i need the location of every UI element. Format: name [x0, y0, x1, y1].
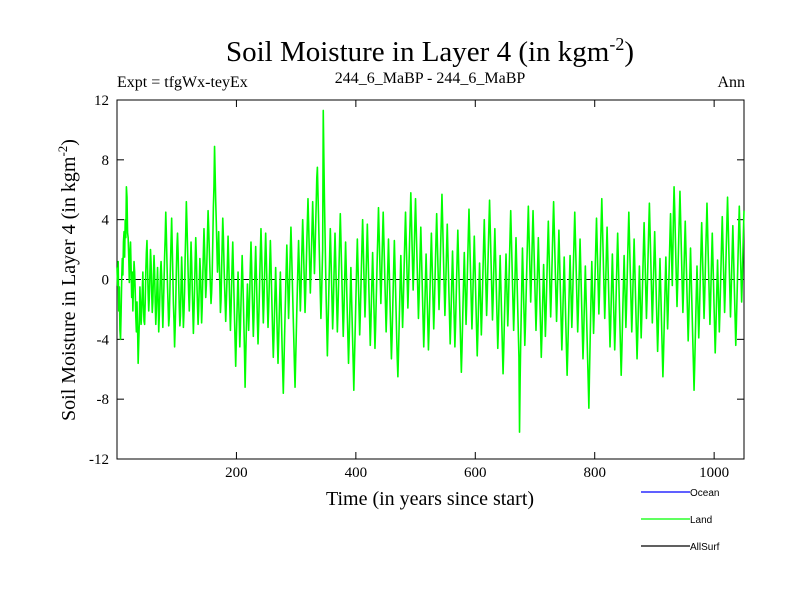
chart-title: Soil Moisture in Layer 4 (in kgm-2) — [226, 34, 634, 68]
y-tick-label: 4 — [102, 213, 110, 229]
legend-label-allsurf: AllSurf — [690, 542, 720, 553]
y-tick-label: 8 — [102, 153, 110, 169]
y-tick-label: 12 — [94, 93, 109, 109]
x-tick-label: 800 — [583, 465, 606, 481]
y-tick-label: -4 — [97, 332, 110, 348]
subtitle-period: 244_6_MaBP - 244_6_MaBP — [335, 70, 526, 87]
legend-label-land: Land — [690, 515, 712, 526]
x-tick-label: 600 — [464, 465, 487, 481]
y-tick-label: -12 — [89, 452, 109, 468]
subtitle-season: Ann — [717, 74, 745, 91]
x-tick-label: 200 — [225, 465, 248, 481]
y-tick-label: 0 — [102, 273, 110, 289]
series-line-land — [116, 109, 745, 433]
legend-label-ocean: Ocean — [690, 488, 719, 499]
legend: Ocean Land AllSurf — [641, 488, 720, 553]
y-axis-ticks: -12 -8 -4 0 4 8 12 — [89, 93, 744, 468]
x-tick-label: 400 — [345, 465, 368, 481]
y-tick-label: -8 — [97, 392, 110, 408]
x-tick-label: 1000 — [699, 465, 729, 481]
y-axis-label: Soil Moisture in Layer 4 (in kgm-2) — [55, 139, 80, 421]
x-axis-label: Time (in years since start) — [326, 488, 534, 510]
subtitle-experiment: Expt = tfgWx-teyEx — [117, 74, 248, 91]
x-axis-ticks: 200 400 600 800 1000 — [225, 100, 729, 481]
